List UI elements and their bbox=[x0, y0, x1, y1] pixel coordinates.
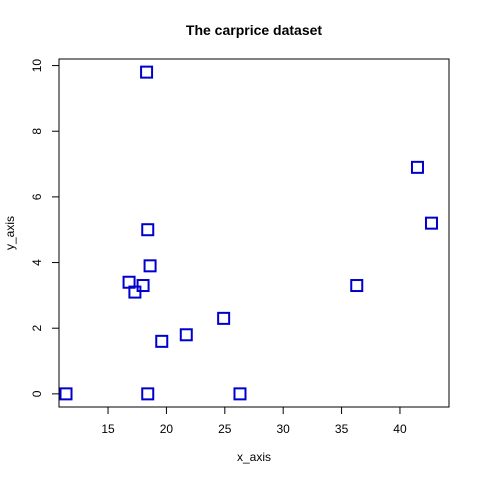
data-point bbox=[424, 216, 438, 230]
x-axis-label: x_axis bbox=[237, 450, 271, 464]
x-axis: 15 20 25 30 35 40 bbox=[101, 406, 407, 436]
data-point bbox=[128, 285, 142, 299]
x-tick-label: 25 bbox=[218, 422, 232, 436]
data-point bbox=[179, 328, 193, 342]
data-point bbox=[59, 387, 73, 401]
data-point bbox=[143, 259, 157, 273]
y-axis: 0 2 4 6 8 10 bbox=[30, 59, 60, 397]
x-tick-label: 20 bbox=[160, 422, 174, 436]
plot-area-frame bbox=[58, 58, 450, 408]
data-point bbox=[136, 279, 150, 293]
y-tick-label: 4 bbox=[30, 259, 44, 266]
chart-title: The carprice dataset bbox=[186, 22, 323, 38]
data-point bbox=[410, 160, 424, 174]
y-tick-label: 2 bbox=[30, 325, 44, 332]
x-tick-label: 30 bbox=[277, 422, 291, 436]
x-tick-label: 35 bbox=[335, 422, 349, 436]
y-tick-label: 8 bbox=[30, 128, 44, 135]
data-point bbox=[350, 279, 364, 293]
data-points bbox=[59, 65, 438, 401]
data-point bbox=[233, 387, 247, 401]
y-tick-label: 0 bbox=[30, 390, 44, 397]
data-point bbox=[217, 311, 231, 325]
x-tick-label: 40 bbox=[393, 422, 407, 436]
y-tick-label: 6 bbox=[30, 193, 44, 200]
y-axis-label: y_axis bbox=[3, 216, 17, 250]
data-point bbox=[155, 334, 169, 348]
data-point bbox=[141, 387, 155, 401]
data-point bbox=[140, 65, 154, 79]
data-point bbox=[141, 223, 155, 237]
x-tick-label: 15 bbox=[101, 422, 115, 436]
y-tick-label: 10 bbox=[30, 59, 44, 73]
